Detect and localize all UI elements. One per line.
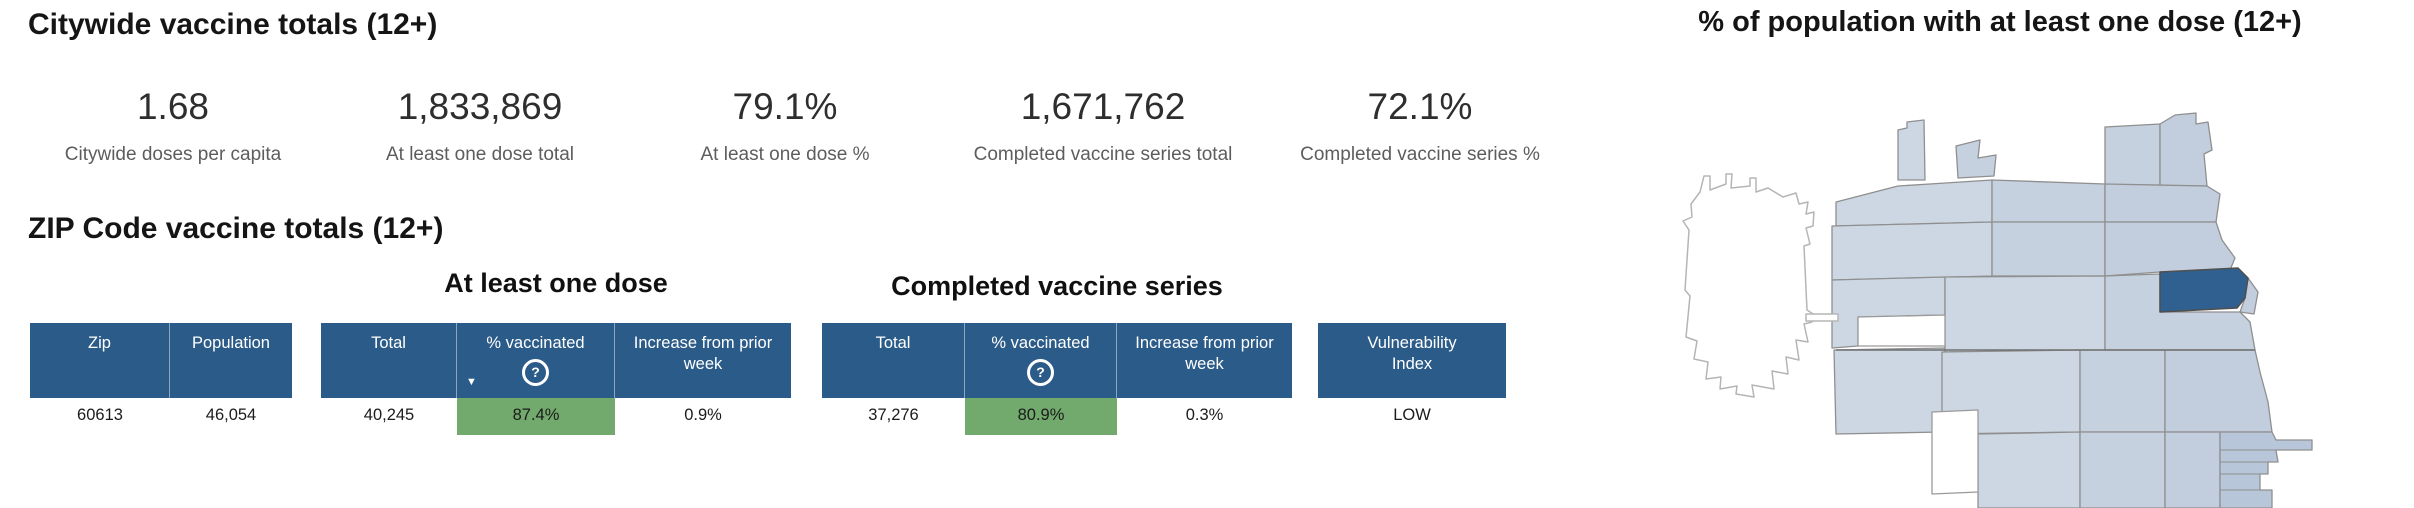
map-zip-region[interactable] (1835, 179, 1993, 227)
completed-group-title: Completed vaccine series (891, 271, 1223, 301)
stat-doses-per-capita: 1.68 Citywide doses per capita (43, 86, 303, 166)
pct-vaccinated-label: % vaccinated (991, 334, 1090, 352)
chicago-zip-map[interactable] (1600, 100, 2414, 508)
map-zip-region[interactable] (1955, 139, 1997, 179)
col-header-total[interactable]: Total (822, 323, 965, 398)
map-border-line (2220, 449, 2278, 491)
table-row: 37,276 80.9% 0.3% (822, 398, 1292, 435)
map-zip-region[interactable] (1991, 179, 2106, 223)
col-header-increase[interactable]: Increase from prior week (633, 334, 773, 374)
map-zip-region[interactable] (1833, 347, 1946, 435)
stat-value: 1,833,869 (397, 86, 563, 127)
table-header-row: Total % vaccinated ? Increase from prior… (822, 323, 1292, 398)
cell-total[interactable]: 37,276 (868, 406, 919, 424)
cell-pct-vaccinated[interactable]: 80.9% (965, 398, 1117, 435)
stat-value: 1,671,762 (1020, 86, 1186, 127)
map-zip-region-downtown[interactable] (2219, 431, 2313, 508)
citywide-section-title: Citywide vaccine totals (12+) (28, 8, 438, 41)
map-zip-region[interactable] (2159, 112, 2213, 187)
help-icon[interactable]: ? (1027, 359, 1054, 387)
sort-descending-icon[interactable]: ▼ (466, 375, 477, 388)
cell-population[interactable]: 46,054 (205, 406, 257, 424)
table-header-row: Zip Population (30, 323, 292, 398)
table-row: 60613 46,054 (30, 398, 292, 435)
map-zip-region[interactable] (2104, 221, 2236, 277)
map-zip-region[interactable] (2104, 183, 2221, 223)
col-header-pct-vaccinated[interactable]: % vaccinated ▼ ? (457, 323, 615, 398)
col-header-zip[interactable]: Zip (30, 323, 170, 398)
col-header-vulnerability-index[interactable]: Vulnerability Index (1318, 323, 1506, 398)
choropleth-map[interactable] (1600, 100, 2414, 508)
map-zip-region[interactable] (2079, 431, 2166, 508)
stat-label: Citywide doses per capita (64, 144, 282, 165)
map-ohare-outline (1682, 173, 1815, 398)
map-zip-region[interactable] (2079, 349, 2166, 433)
stat-one-dose-pct: 79.1% At least one dose % (645, 86, 925, 166)
cell-vulnerability-index[interactable]: LOW (1393, 406, 1431, 424)
stat-value: 1.68 (136, 86, 209, 127)
stat-value: 72.1% (1367, 86, 1473, 127)
table-header-row: Vulnerability Index (1318, 323, 1506, 398)
table-row: LOW (1318, 398, 1506, 435)
cell-zip[interactable]: 60613 (77, 406, 123, 424)
map-zip-region[interactable] (1977, 431, 2081, 508)
one-dose-group-title: At least one dose (444, 268, 668, 298)
zip-population-table: Zip Population 60613 46,054 (30, 323, 292, 435)
cell-increase[interactable]: 0.3% (1185, 406, 1224, 424)
map-zip-region[interactable] (2104, 123, 2161, 187)
map-nodata-region (1931, 409, 1979, 495)
completed-series-table: Total % vaccinated ? Increase from prior… (822, 323, 1292, 435)
vulnerability-table: Vulnerability Index LOW (1318, 323, 1506, 435)
pct-vaccinated-label: % vaccinated (486, 334, 585, 352)
stat-value: 79.1% (732, 86, 838, 127)
cell-increase[interactable]: 0.9% (684, 406, 722, 424)
col-header-total[interactable]: Total (321, 323, 457, 398)
help-icon[interactable]: ? (522, 359, 549, 387)
map-zip-region[interactable] (1831, 221, 1993, 281)
cell-total[interactable]: 40,245 (363, 406, 415, 424)
map-nodata-region (1857, 314, 1946, 347)
stat-label: Completed vaccine series % (1300, 144, 1540, 165)
map-zip-region[interactable] (1991, 221, 2106, 277)
col-header-pct-vaccinated[interactable]: % vaccinated ? (965, 323, 1117, 398)
map-zip-region-highlighted[interactable] (2159, 267, 2249, 313)
one-dose-table: Total % vaccinated ▼ ? Increase from pri… (321, 323, 791, 435)
map-zip-region[interactable] (1944, 275, 2106, 353)
stat-label: At least one dose total (385, 144, 574, 165)
stat-label: Completed vaccine series total (973, 144, 1233, 165)
map-zip-region[interactable] (1897, 119, 1926, 181)
cell-pct-vaccinated[interactable]: 87.4% (457, 398, 615, 435)
map-ohare-connector (1805, 313, 1839, 322)
col-header-increase[interactable]: Increase from prior week (1135, 334, 1274, 374)
map-zip-region[interactable] (2164, 349, 2273, 433)
zip-section-title: ZIP Code vaccine totals (12+) (28, 212, 444, 245)
vulnerability-index-label: Vulnerability Index (1367, 334, 1457, 374)
stat-one-dose-total: 1,833,869 At least one dose total (330, 86, 630, 166)
col-header-population[interactable]: Population (192, 334, 270, 352)
map-zip-region[interactable] (2164, 431, 2221, 508)
stat-completed-pct: 72.1% Completed vaccine series % (1260, 86, 1580, 166)
stat-completed-total: 1,671,762 Completed vaccine series total (933, 86, 1273, 166)
map-title: % of population with at least one dose (… (1698, 6, 2302, 38)
table-header-row: Total % vaccinated ▼ ? Increase from pri… (321, 323, 791, 398)
table-row: 40,245 87.4% 0.9% (321, 398, 791, 435)
stat-label: At least one dose % (700, 144, 870, 165)
